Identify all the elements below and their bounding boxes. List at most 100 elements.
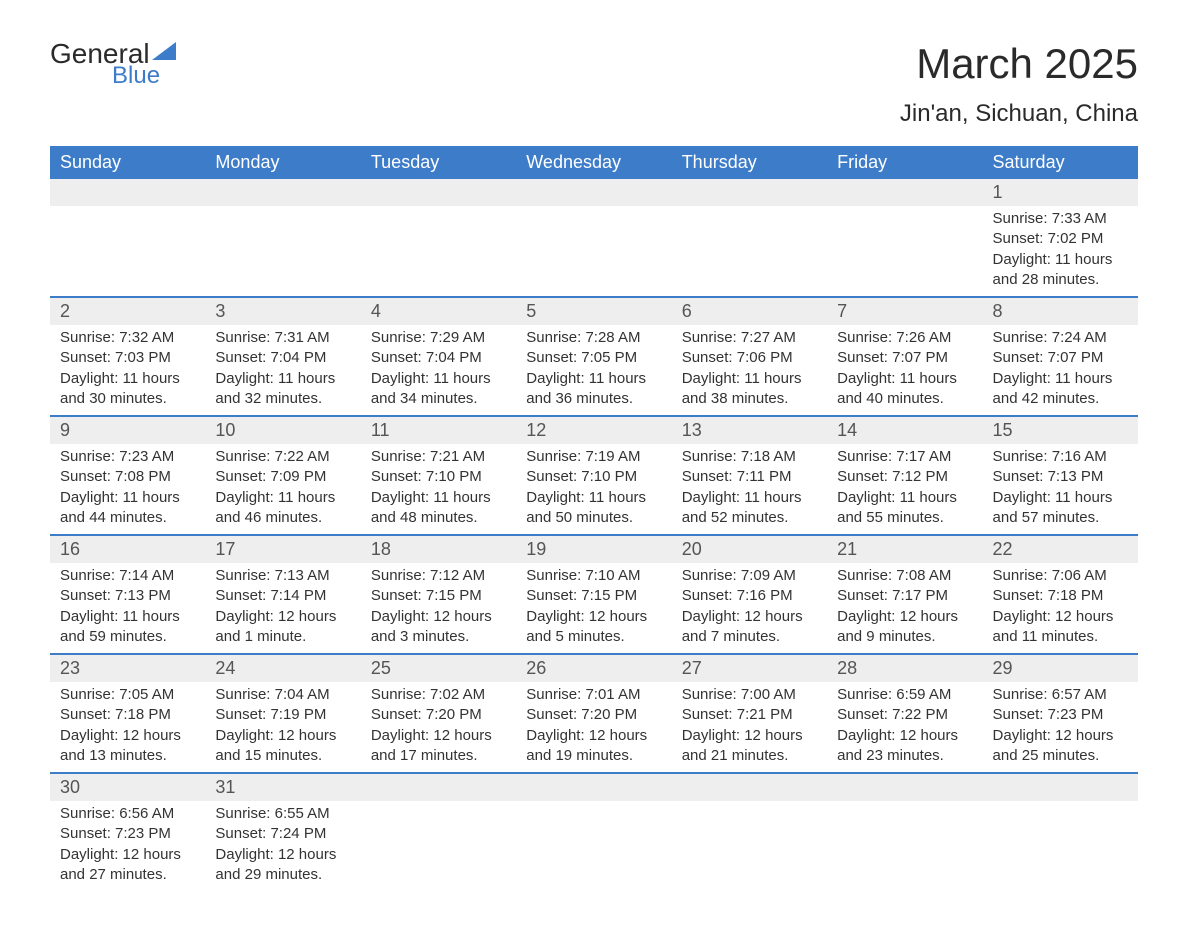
logo-text-sub: Blue [112, 64, 176, 88]
day-data: Sunrise: 7:10 AMSunset: 7:15 PMDaylight:… [516, 563, 671, 653]
daylight-line: Daylight: 11 hours and 48 minutes. [371, 488, 506, 529]
calendar-day-cell: 28Sunrise: 6:59 AMSunset: 7:22 PMDayligh… [827, 654, 982, 773]
day-number: 9 [50, 417, 205, 444]
day-number: 24 [205, 655, 360, 682]
calendar-day-cell: 26Sunrise: 7:01 AMSunset: 7:20 PMDayligh… [516, 654, 671, 773]
day-data: Sunrise: 7:01 AMSunset: 7:20 PMDaylight:… [516, 682, 671, 772]
calendar-day-cell [516, 179, 671, 297]
day-number: 6 [672, 298, 827, 325]
calendar-day-cell: 10Sunrise: 7:22 AMSunset: 7:09 PMDayligh… [205, 416, 360, 535]
day-data [983, 801, 1138, 810]
day-number: 20 [672, 536, 827, 563]
sunset-line: Sunset: 7:23 PM [60, 824, 195, 844]
day-number: 28 [827, 655, 982, 682]
day-data: Sunrise: 7:08 AMSunset: 7:17 PMDaylight:… [827, 563, 982, 653]
daylight-line: Daylight: 12 hours and 23 minutes. [837, 726, 972, 767]
day-number: 26 [516, 655, 671, 682]
day-number: 30 [50, 774, 205, 801]
calendar-day-cell: 4Sunrise: 7:29 AMSunset: 7:04 PMDaylight… [361, 297, 516, 416]
day-number [672, 774, 827, 801]
sunset-line: Sunset: 7:03 PM [60, 348, 195, 368]
day-number: 2 [50, 298, 205, 325]
calendar-day-cell: 2Sunrise: 7:32 AMSunset: 7:03 PMDaylight… [50, 297, 205, 416]
day-number: 21 [827, 536, 982, 563]
day-number: 23 [50, 655, 205, 682]
sunset-line: Sunset: 7:10 PM [526, 467, 661, 487]
day-number: 29 [983, 655, 1138, 682]
day-data [516, 206, 671, 215]
day-number: 11 [361, 417, 516, 444]
daylight-line: Daylight: 12 hours and 19 minutes. [526, 726, 661, 767]
daylight-line: Daylight: 11 hours and 40 minutes. [837, 369, 972, 410]
day-number: 22 [983, 536, 1138, 563]
day-data [361, 206, 516, 215]
day-number: 27 [672, 655, 827, 682]
day-number: 7 [827, 298, 982, 325]
weekday-header-row: Sunday Monday Tuesday Wednesday Thursday… [50, 146, 1138, 179]
sunset-line: Sunset: 7:14 PM [215, 586, 350, 606]
daylight-line: Daylight: 12 hours and 3 minutes. [371, 607, 506, 648]
sunset-line: Sunset: 7:06 PM [682, 348, 817, 368]
sunrise-line: Sunrise: 6:57 AM [993, 685, 1128, 705]
daylight-line: Daylight: 12 hours and 27 minutes. [60, 845, 195, 886]
day-data: Sunrise: 7:13 AMSunset: 7:14 PMDaylight:… [205, 563, 360, 653]
sunrise-line: Sunrise: 7:22 AM [215, 447, 350, 467]
day-number: 19 [516, 536, 671, 563]
day-number: 4 [361, 298, 516, 325]
calendar-day-cell: 3Sunrise: 7:31 AMSunset: 7:04 PMDaylight… [205, 297, 360, 416]
day-data: Sunrise: 7:22 AMSunset: 7:09 PMDaylight:… [205, 444, 360, 534]
weekday-header: Saturday [983, 146, 1138, 179]
calendar-week-row: 1Sunrise: 7:33 AMSunset: 7:02 PMDaylight… [50, 179, 1138, 297]
day-data [827, 801, 982, 810]
weekday-header: Friday [827, 146, 982, 179]
sunrise-line: Sunrise: 7:02 AM [371, 685, 506, 705]
calendar-day-cell: 31Sunrise: 6:55 AMSunset: 7:24 PMDayligh… [205, 773, 360, 891]
calendar-day-cell: 15Sunrise: 7:16 AMSunset: 7:13 PMDayligh… [983, 416, 1138, 535]
calendar-week-row: 2Sunrise: 7:32 AMSunset: 7:03 PMDaylight… [50, 297, 1138, 416]
day-data [50, 206, 205, 215]
calendar-day-cell: 14Sunrise: 7:17 AMSunset: 7:12 PMDayligh… [827, 416, 982, 535]
day-number [983, 774, 1138, 801]
sunset-line: Sunset: 7:18 PM [60, 705, 195, 725]
daylight-line: Daylight: 12 hours and 13 minutes. [60, 726, 195, 767]
day-number [361, 179, 516, 206]
sunrise-line: Sunrise: 7:10 AM [526, 566, 661, 586]
day-data: Sunrise: 7:26 AMSunset: 7:07 PMDaylight:… [827, 325, 982, 415]
sunset-line: Sunset: 7:21 PM [682, 705, 817, 725]
sunset-line: Sunset: 7:18 PM [993, 586, 1128, 606]
sunset-line: Sunset: 7:13 PM [993, 467, 1128, 487]
day-data: Sunrise: 7:31 AMSunset: 7:04 PMDaylight:… [205, 325, 360, 415]
day-data [672, 206, 827, 215]
day-number: 15 [983, 417, 1138, 444]
calendar-day-cell [983, 773, 1138, 891]
day-number [205, 179, 360, 206]
calendar-day-cell: 17Sunrise: 7:13 AMSunset: 7:14 PMDayligh… [205, 535, 360, 654]
daylight-line: Daylight: 11 hours and 30 minutes. [60, 369, 195, 410]
calendar-week-row: 9Sunrise: 7:23 AMSunset: 7:08 PMDaylight… [50, 416, 1138, 535]
calendar-day-cell [516, 773, 671, 891]
daylight-line: Daylight: 11 hours and 59 minutes. [60, 607, 195, 648]
logo-triangle-icon [152, 42, 176, 60]
day-data: Sunrise: 7:24 AMSunset: 7:07 PMDaylight:… [983, 325, 1138, 415]
weekday-header: Tuesday [361, 146, 516, 179]
sunset-line: Sunset: 7:08 PM [60, 467, 195, 487]
daylight-line: Daylight: 11 hours and 36 minutes. [526, 369, 661, 410]
day-data [361, 801, 516, 810]
daylight-line: Daylight: 12 hours and 15 minutes. [215, 726, 350, 767]
day-data: Sunrise: 7:27 AMSunset: 7:06 PMDaylight:… [672, 325, 827, 415]
calendar-day-cell: 22Sunrise: 7:06 AMSunset: 7:18 PMDayligh… [983, 535, 1138, 654]
calendar-day-cell: 8Sunrise: 7:24 AMSunset: 7:07 PMDaylight… [983, 297, 1138, 416]
day-number: 14 [827, 417, 982, 444]
weekday-header: Wednesday [516, 146, 671, 179]
sunrise-line: Sunrise: 7:19 AM [526, 447, 661, 467]
day-number: 5 [516, 298, 671, 325]
daylight-line: Daylight: 12 hours and 25 minutes. [993, 726, 1128, 767]
sunrise-line: Sunrise: 7:16 AM [993, 447, 1128, 467]
day-number: 1 [983, 179, 1138, 206]
day-data: Sunrise: 7:23 AMSunset: 7:08 PMDaylight:… [50, 444, 205, 534]
day-data: Sunrise: 7:12 AMSunset: 7:15 PMDaylight:… [361, 563, 516, 653]
sunrise-line: Sunrise: 7:31 AM [215, 328, 350, 348]
daylight-line: Daylight: 11 hours and 28 minutes. [993, 250, 1128, 291]
sunset-line: Sunset: 7:10 PM [371, 467, 506, 487]
daylight-line: Daylight: 11 hours and 52 minutes. [682, 488, 817, 529]
